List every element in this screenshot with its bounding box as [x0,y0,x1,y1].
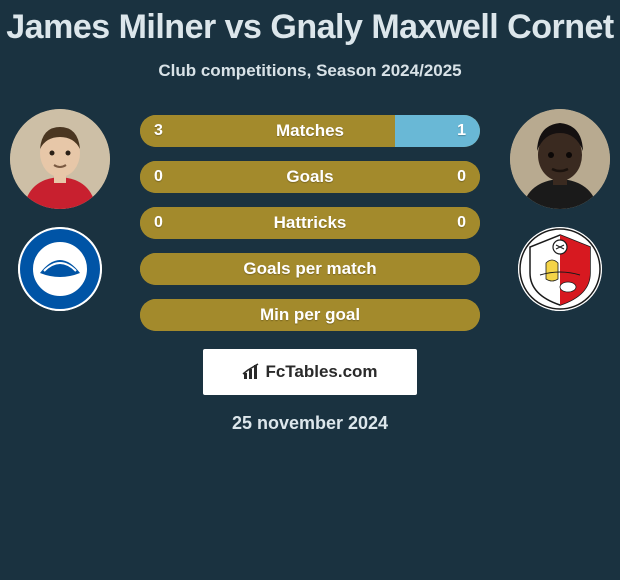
avatar-left-icon [10,109,110,209]
stat-row: Min per goal [140,299,480,331]
brand-inner: FcTables.com [242,362,377,382]
stat-row: Goals per match [140,253,480,285]
left-player-avatar [10,109,110,209]
brand-box: FcTables.com [203,349,417,395]
comparison-card: James Milner vs Gnaly Maxwell Cornet Clu… [0,0,620,434]
stat-value-left: 0 [154,214,163,232]
brand-text: FcTables.com [265,362,377,382]
stat-row: Matches 3 1 [140,115,480,147]
page-title: James Milner vs Gnaly Maxwell Cornet [0,8,620,47]
stat-row: Goals 0 0 [140,161,480,193]
stat-value-left: 3 [154,122,163,140]
right-club-badge [518,227,602,311]
stat-label: Matches [276,121,344,141]
stat-value-right: 1 [457,122,466,140]
stat-row: Hattricks 0 0 [140,207,480,239]
right-player-column [505,109,615,311]
southampton-badge-icon [518,227,602,311]
stat-value-right: 0 [457,168,466,186]
stat-fill-right [310,161,480,193]
brighton-badge-icon [18,227,102,311]
stat-value-right: 0 [457,214,466,232]
stat-fill-left [140,115,395,147]
stat-label: Goals per match [243,259,376,279]
left-player-column [5,109,115,311]
subtitle: Club competitions, Season 2024/2025 [0,61,620,81]
right-player-avatar [510,109,610,209]
compare-area: Matches 3 1 Goals 0 0 Hattricks 0 0 Goals per mat… [0,109,620,331]
stat-label: Goals [286,167,333,187]
chart-icon [242,363,262,381]
stat-label: Hattricks [274,213,347,233]
stat-label: Min per goal [260,305,360,325]
date-text: 25 november 2024 [0,413,620,434]
avatar-right-icon [510,109,610,209]
stats-bars: Matches 3 1 Goals 0 0 Hattricks 0 0 Goals per mat… [140,109,480,331]
left-club-badge [18,227,102,311]
stat-fill-left [140,161,310,193]
stat-fill-right [395,115,480,147]
stat-value-left: 0 [154,168,163,186]
